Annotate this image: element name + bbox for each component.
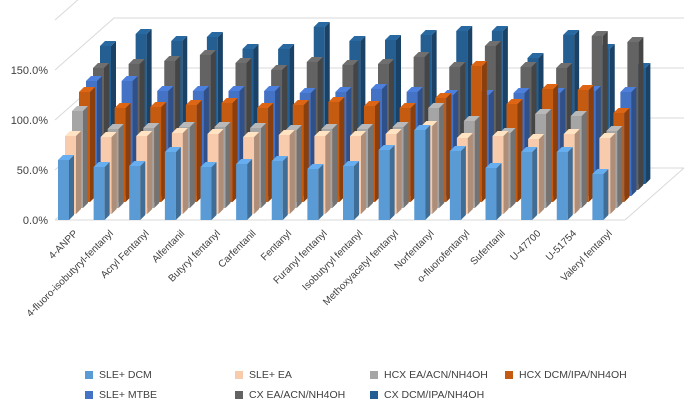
bars xyxy=(58,22,651,220)
gridline xyxy=(54,0,79,21)
x-tick-label: Carfentanil xyxy=(216,228,258,270)
legend-swatch xyxy=(505,371,513,379)
bar xyxy=(556,147,573,220)
legend-swatch xyxy=(235,391,243,399)
legend-swatch xyxy=(85,371,93,379)
bar xyxy=(200,162,217,220)
x-tick-label: 4-ANPP xyxy=(47,228,81,262)
bar xyxy=(129,161,146,220)
legend-item: HCX DCM/IPA/NH4OH xyxy=(505,369,627,381)
floor-edge xyxy=(624,167,685,221)
gridline xyxy=(54,17,684,71)
legend-label: SLE+ EA xyxy=(249,369,292,381)
legend-item: SLE+ EA xyxy=(235,369,292,381)
bar xyxy=(521,147,538,220)
bar xyxy=(449,146,466,220)
bar xyxy=(307,164,324,220)
bar xyxy=(343,161,359,220)
legend-item: CX EA/ACN/NH4OH xyxy=(235,389,345,401)
bar xyxy=(414,125,431,220)
legend-label: CX DCM/IPA/NH4OH xyxy=(384,389,485,401)
y-tick-label: 150.0% xyxy=(11,65,49,77)
y-tick-label: 0.0% xyxy=(23,215,48,227)
legend: SLE+ DCM SLE+ EA HCX EA/ACN/NH4OH HCX DCM/I… xyxy=(0,365,688,406)
legend-item: CX DCM/IPA/NH4OH xyxy=(370,389,484,401)
legend-swatch xyxy=(370,371,378,379)
legend-label: SLE+ DCM xyxy=(99,369,152,381)
legend-label: SLE+ MTBE xyxy=(99,389,158,401)
legend-swatch xyxy=(85,391,93,399)
x-tick-label: Fentanyl xyxy=(259,228,294,263)
y-tick-label: 100.0% xyxy=(11,115,49,127)
x-tick-label: Alfentanil xyxy=(150,228,187,265)
legend-swatch xyxy=(235,371,243,379)
bar xyxy=(58,155,74,220)
legend-swatch xyxy=(370,391,378,399)
legend-item: HCX EA/ACN/NH4OH xyxy=(370,369,488,381)
bar xyxy=(485,163,502,220)
x-tick-label: U-51754 xyxy=(544,228,579,263)
bar xyxy=(378,145,395,220)
x-tick-label: Isobutyryl fentanyl xyxy=(300,228,365,293)
legend-label: HCX DCM/IPA/NH4OH xyxy=(519,369,627,381)
legend-item: SLE+ MTBE xyxy=(85,389,157,401)
x-axis-tick-labels: 4-ANPP4-fluoro-isobutyryl-fentanylAcryl … xyxy=(25,228,615,319)
legend-label: HCX EA/ACN/NH4OH xyxy=(384,369,488,381)
x-tick-label: U-47700 xyxy=(509,228,544,263)
x-tick-label: Sufentanil xyxy=(469,228,508,267)
legend-item: SLE+ DCM xyxy=(85,369,152,381)
bar xyxy=(93,162,110,220)
legend-label: CX EA/ACN/NH4OH xyxy=(249,389,346,401)
bar xyxy=(271,156,288,220)
bar xyxy=(592,169,609,220)
bar xyxy=(164,147,181,220)
y-axis-tick-labels: 0.0% 50.0% 100.0% 150.0% xyxy=(11,65,49,227)
bar xyxy=(236,159,253,220)
y-tick-label: 50.0% xyxy=(17,165,48,177)
